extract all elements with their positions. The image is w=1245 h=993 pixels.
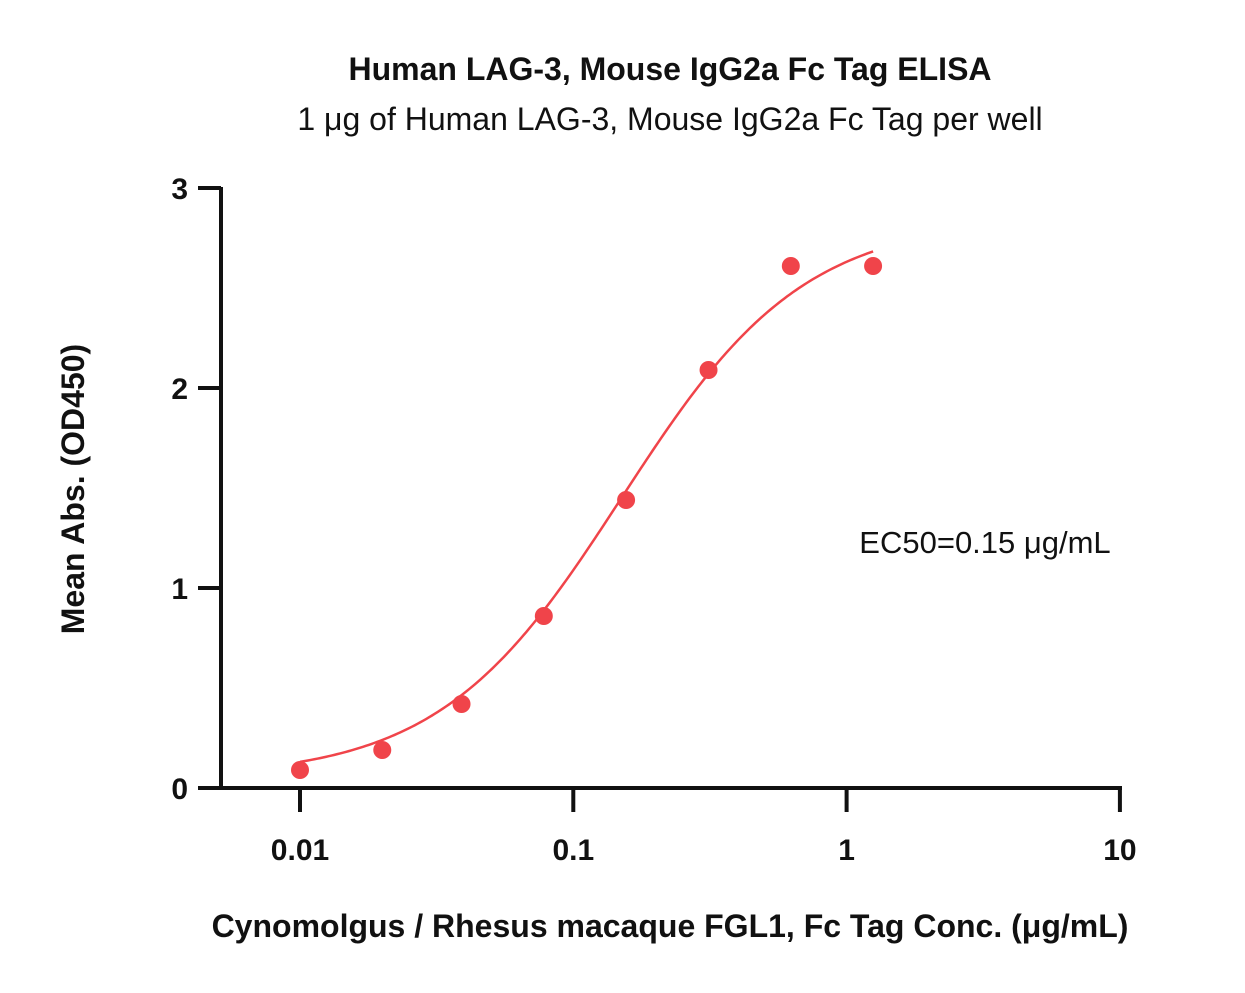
data-point <box>699 361 718 379</box>
data-point <box>373 741 392 759</box>
x-tick-label: 10 <box>1103 834 1136 867</box>
plot-area <box>291 250 883 779</box>
data-point <box>864 257 883 275</box>
x-tick-label: 1 <box>838 834 855 867</box>
x-ticks: 0.01 0.1 1 10 <box>271 788 1137 867</box>
data-point <box>617 491 636 509</box>
y-axis: 0 1 2 3 <box>171 173 223 806</box>
data-point <box>291 761 309 779</box>
fit-curve <box>299 250 874 764</box>
x-tick-label: 0.01 <box>271 834 329 867</box>
x-axis: 0.01 0.1 1 10 <box>198 786 1137 867</box>
data-point <box>781 257 800 275</box>
y-ticks: 0 1 2 3 <box>171 173 221 806</box>
x-tick-label: 0.1 <box>552 834 594 867</box>
x-axis-label: Cynomolgus / Rhesus macaque FGL1, Fc Tag… <box>212 908 1129 944</box>
y-tick-label: 0 <box>171 773 188 806</box>
y-axis-label: Mean Abs. (OD450) <box>55 344 91 634</box>
ec50-annotation: EC50=0.15 μg/mL <box>859 525 1110 560</box>
data-point <box>452 695 471 713</box>
y-tick-label: 3 <box>171 173 188 206</box>
y-tick-label: 1 <box>171 573 188 606</box>
data-point <box>534 607 553 625</box>
chart-title: Human LAG-3, Mouse IgG2a Fc Tag ELISA <box>348 51 991 87</box>
y-tick-label: 2 <box>171 373 188 406</box>
chart-subtitle: 1 μg of Human LAG-3, Mouse IgG2a Fc Tag … <box>297 101 1042 137</box>
